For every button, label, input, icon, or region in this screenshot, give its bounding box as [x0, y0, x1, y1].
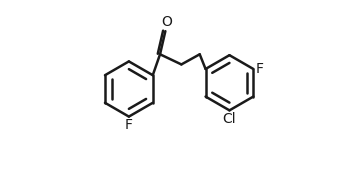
Text: Cl: Cl [223, 112, 236, 126]
Text: F: F [256, 62, 264, 76]
Text: F: F [125, 118, 133, 132]
Text: O: O [161, 15, 172, 29]
